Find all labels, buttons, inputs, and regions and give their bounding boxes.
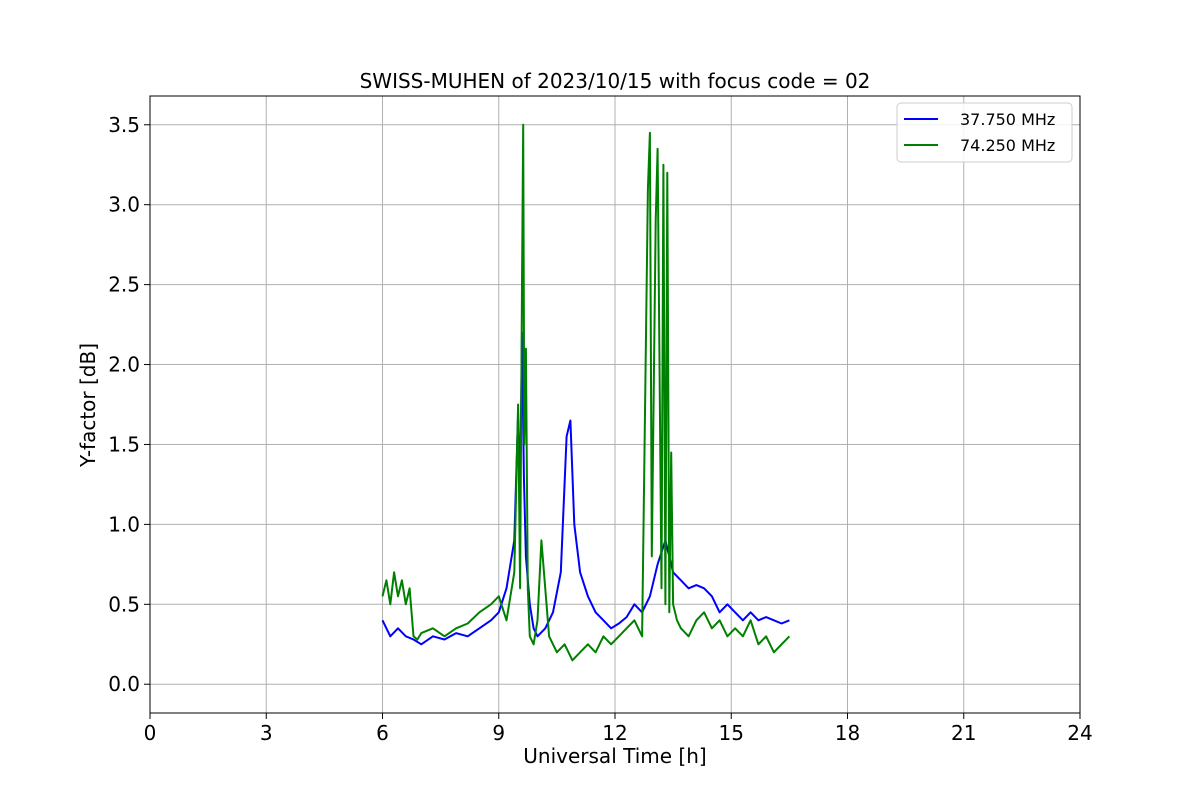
y-tick-label: 3.5 — [108, 113, 140, 137]
y-tick-label: 3.0 — [108, 193, 140, 217]
y-tick-label: 0.5 — [108, 592, 140, 616]
x-tick-label: 6 — [376, 721, 389, 745]
x-axis-label: Universal Time [h] — [523, 744, 706, 768]
series-line-1 — [381, 331, 790, 646]
y-tick-label: 1.0 — [108, 512, 140, 536]
series-layer — [381, 123, 791, 662]
y-tick-label: 2.0 — [108, 353, 140, 377]
chart-title: SWISS-MUHEN of 2023/10/15 with focus cod… — [360, 69, 871, 93]
y-tick-label: 0.0 — [108, 672, 140, 696]
y-axis-label: Y-factor [dB] — [76, 343, 100, 468]
legend-box — [896, 102, 1073, 163]
series-line-2 — [381, 123, 791, 662]
x-tick-label: 24 — [1067, 721, 1092, 745]
legend-label-series-2: 74.250 MHz — [960, 136, 1055, 155]
x-tick-label: 18 — [835, 721, 860, 745]
x-tick-label: 0 — [144, 721, 157, 745]
x-tick-label: 9 — [492, 721, 505, 745]
x-axis-ticks: 0 3 6 9 12 15 18 21 24 — [144, 713, 1093, 745]
y-axis-ticks: 0.0 0.5 1.0 1.5 2.0 2.5 3.0 3.5 — [108, 113, 150, 696]
x-tick-label: 21 — [951, 721, 976, 745]
x-tick-label: 15 — [719, 721, 744, 745]
y-tick-label: 2.5 — [108, 273, 140, 297]
legend-label-series-1: 37.750 MHz — [960, 110, 1055, 129]
legend: 37.750 MHz 74.250 MHz — [896, 102, 1073, 163]
y-tick-label: 1.5 — [108, 432, 140, 456]
x-tick-label: 3 — [260, 721, 273, 745]
x-tick-label: 12 — [602, 721, 627, 745]
grid-lines — [149, 96, 1081, 713]
